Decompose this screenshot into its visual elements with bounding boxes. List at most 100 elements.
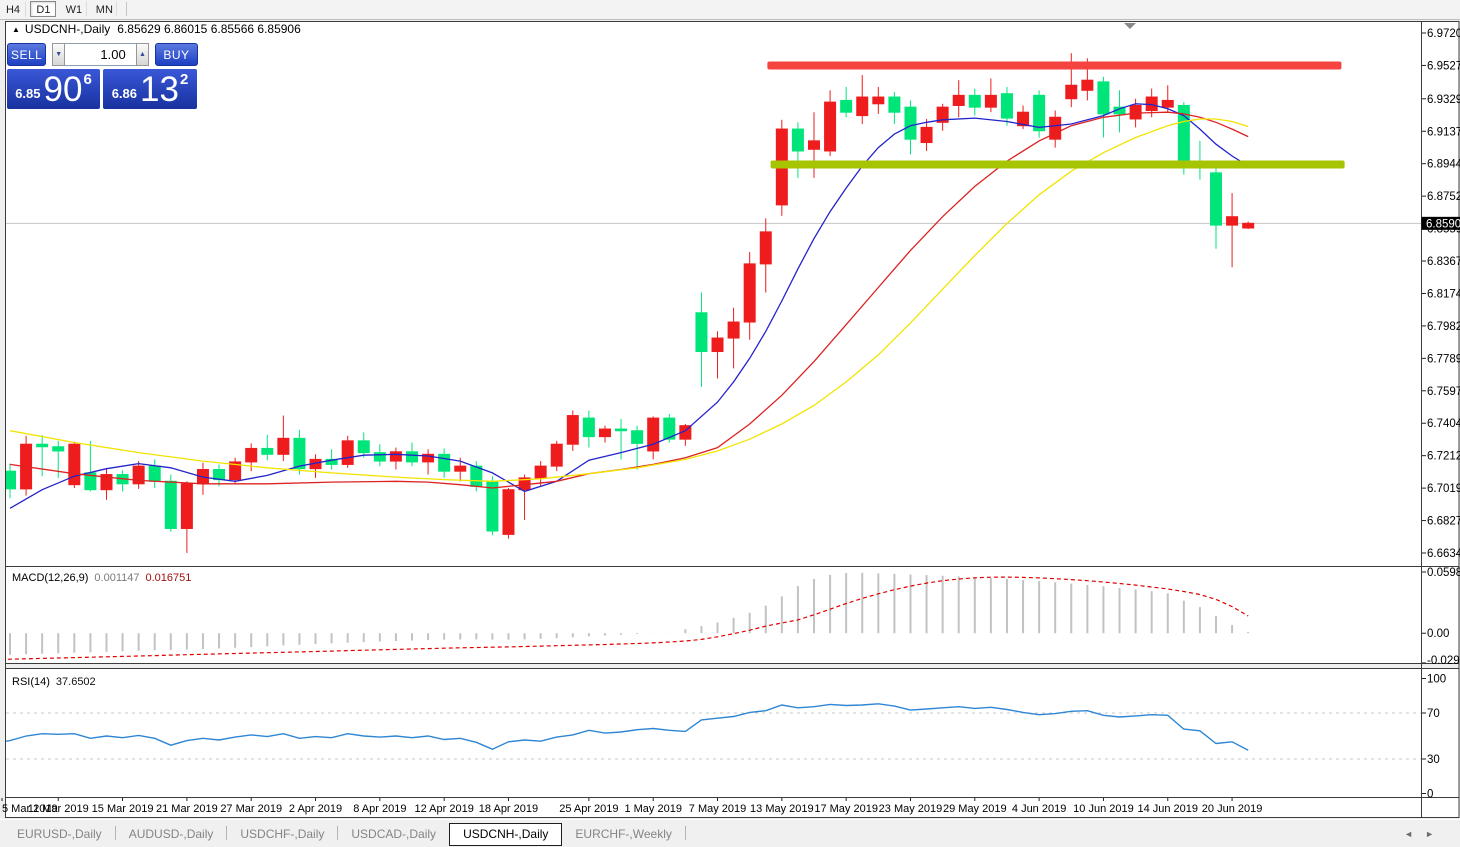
- current-price-tag: [1421, 216, 1460, 230]
- volume-input[interactable]: 1.00: [65, 43, 136, 66]
- date-axis-label: 15 Mar 2019: [92, 803, 154, 815]
- candle: [695, 292, 708, 387]
- candle: [952, 80, 965, 118]
- date-axis-label: 8 Apr 2019: [353, 803, 406, 815]
- candle: [132, 461, 145, 489]
- tab-eurchf-weekly[interactable]: EURCHF-,Weekly: [575, 827, 672, 841]
- current-price-value: 6.85906: [1426, 218, 1460, 230]
- price-axis-label: 6.95275: [1427, 60, 1460, 72]
- price-axis-label: 6.68270: [1427, 516, 1460, 528]
- candle: [229, 457, 242, 484]
- rsi-axis-label: 30: [1427, 754, 1440, 766]
- candle: [389, 447, 402, 470]
- date-axis-label: 4 Jun 2019: [1012, 803, 1066, 815]
- tab-scroll-right-icon[interactable]: ►: [1425, 829, 1446, 839]
- candle: [872, 86, 885, 114]
- candle: [341, 435, 354, 468]
- candle: [711, 331, 724, 379]
- macd-axis-label: -0.029045: [1427, 655, 1460, 667]
- sell-button[interactable]: SELL: [7, 43, 47, 66]
- rsi-axis-label: 100: [1427, 674, 1446, 686]
- tab-usdcad-daily[interactable]: USDCAD-,Daily: [351, 827, 437, 841]
- candle: [100, 468, 113, 500]
- candle: [1210, 167, 1222, 249]
- date-axis-label: 23 May 2019: [879, 803, 943, 815]
- one-click-trading-panel: SELL ▼ 1.00 ▲ BUY 6.85 90 6 6.86 13 2: [7, 43, 198, 109]
- candle: [598, 425, 611, 443]
- timeframe-mn-button[interactable]: MN: [91, 1, 118, 17]
- date-axis-label: 25 Apr 2019: [559, 803, 618, 815]
- tab-divider: [114, 826, 116, 840]
- macd-axis-label: 0.0598: [1427, 567, 1460, 579]
- tab-divider: [337, 826, 339, 840]
- tab-eurusd-daily[interactable]: EURUSD-,Daily: [17, 827, 102, 841]
- candle: [261, 434, 274, 461]
- candle: [293, 429, 306, 475]
- support-line[interactable]: [770, 160, 1345, 169]
- date-axis-label: 12 Apr 2019: [414, 803, 473, 815]
- candle: [6, 463, 16, 499]
- price-axis[interactable]: 6.97200 6.95275 6.93295 6.91370 6.89445 6.875…: [1421, 28, 1460, 801]
- volume-decrease-button[interactable]: ▼: [52, 43, 66, 66]
- tab-scroll-left-icon[interactable]: ◄: [1404, 829, 1426, 839]
- candle: [325, 449, 338, 470]
- candle: [647, 416, 660, 460]
- collapse-triangle-icon[interactable]: ▲: [12, 25, 20, 34]
- candle: [856, 75, 869, 125]
- candle: [68, 441, 81, 489]
- rsi-name: RSI(14): [12, 676, 50, 688]
- rsi-axis-label: 70: [1427, 708, 1440, 720]
- date-axis-label: 10 Jun 2019: [1073, 803, 1134, 815]
- candle: [566, 410, 579, 451]
- sell-price-quote[interactable]: 6.85 90 6: [7, 69, 100, 109]
- candle: [968, 88, 981, 116]
- rsi-line: [6, 703, 1249, 751]
- tab-divider: [684, 826, 686, 840]
- candle: [438, 448, 451, 478]
- tab-usdcnh-daily[interactable]: USDCNH-,Daily: [449, 823, 563, 846]
- symbol-ohlc-values: 6.85629 6.86015 6.85566 6.85906: [117, 22, 301, 36]
- sell-price-prefix: 6.85: [15, 86, 41, 101]
- resistance-line[interactable]: [767, 61, 1342, 70]
- price-axis-label: 6.93295: [1427, 94, 1460, 106]
- date-axis-label: 14 Jun 2019: [1137, 803, 1198, 815]
- date-axis-label: 5 Mar 2019: [2, 803, 58, 815]
- candle: [486, 476, 499, 536]
- timeframe-w1-button[interactable]: W1: [61, 1, 87, 17]
- rsi-indicator-label: RSI(14) 37.6502: [12, 676, 96, 688]
- candle: [164, 474, 177, 532]
- macd-axis-label: 0.00: [1427, 628, 1449, 640]
- panel-borders: [0, 19, 1460, 818]
- candles-layer: [6, 53, 1255, 553]
- date-axis-label: 17 May 2019: [814, 803, 878, 815]
- chart-shift-marker-icon[interactable]: [1124, 23, 1136, 29]
- tab-audusd-daily[interactable]: AUDUSD-,Daily: [128, 827, 214, 841]
- macd-signal-line: [6, 576, 1249, 661]
- symbol-name: USDCNH-,Daily: [24, 22, 111, 36]
- date-axis-label: 20 Jun 2019: [1202, 803, 1263, 815]
- date-axis-label: 11 Mar 2019: [28, 803, 89, 815]
- buy-price-quote[interactable]: 6.86 13 2: [103, 69, 197, 109]
- price-axis-label: 6.97200: [1427, 28, 1460, 40]
- macd-name: MACD(12,26,9): [12, 572, 89, 584]
- tab-divider: [226, 826, 228, 840]
- candle: [663, 413, 676, 443]
- price-chart-layer: [6, 23, 1421, 553]
- candle: [920, 118, 933, 151]
- rsi-layer: [6, 703, 1421, 760]
- price-axis-label: 6.66345: [1427, 548, 1460, 560]
- candle: [888, 91, 901, 125]
- candle: [824, 90, 837, 157]
- volume-increase-button[interactable]: ▲: [135, 43, 150, 66]
- ma-fast-line: [9, 103, 1249, 509]
- toolbar-divider: [125, 2, 127, 16]
- timeframe-d1-button[interactable]: D1: [30, 1, 57, 17]
- timeframe-h4-button[interactable]: H4: [0, 1, 26, 17]
- date-axis-label: 18 Apr 2019: [479, 803, 538, 815]
- candle: [1226, 193, 1239, 268]
- price-axis-label: 6.75970: [1427, 386, 1460, 398]
- buy-button[interactable]: BUY: [154, 43, 198, 66]
- tab-usdchf-daily[interactable]: USDCHF-,Daily: [240, 827, 325, 841]
